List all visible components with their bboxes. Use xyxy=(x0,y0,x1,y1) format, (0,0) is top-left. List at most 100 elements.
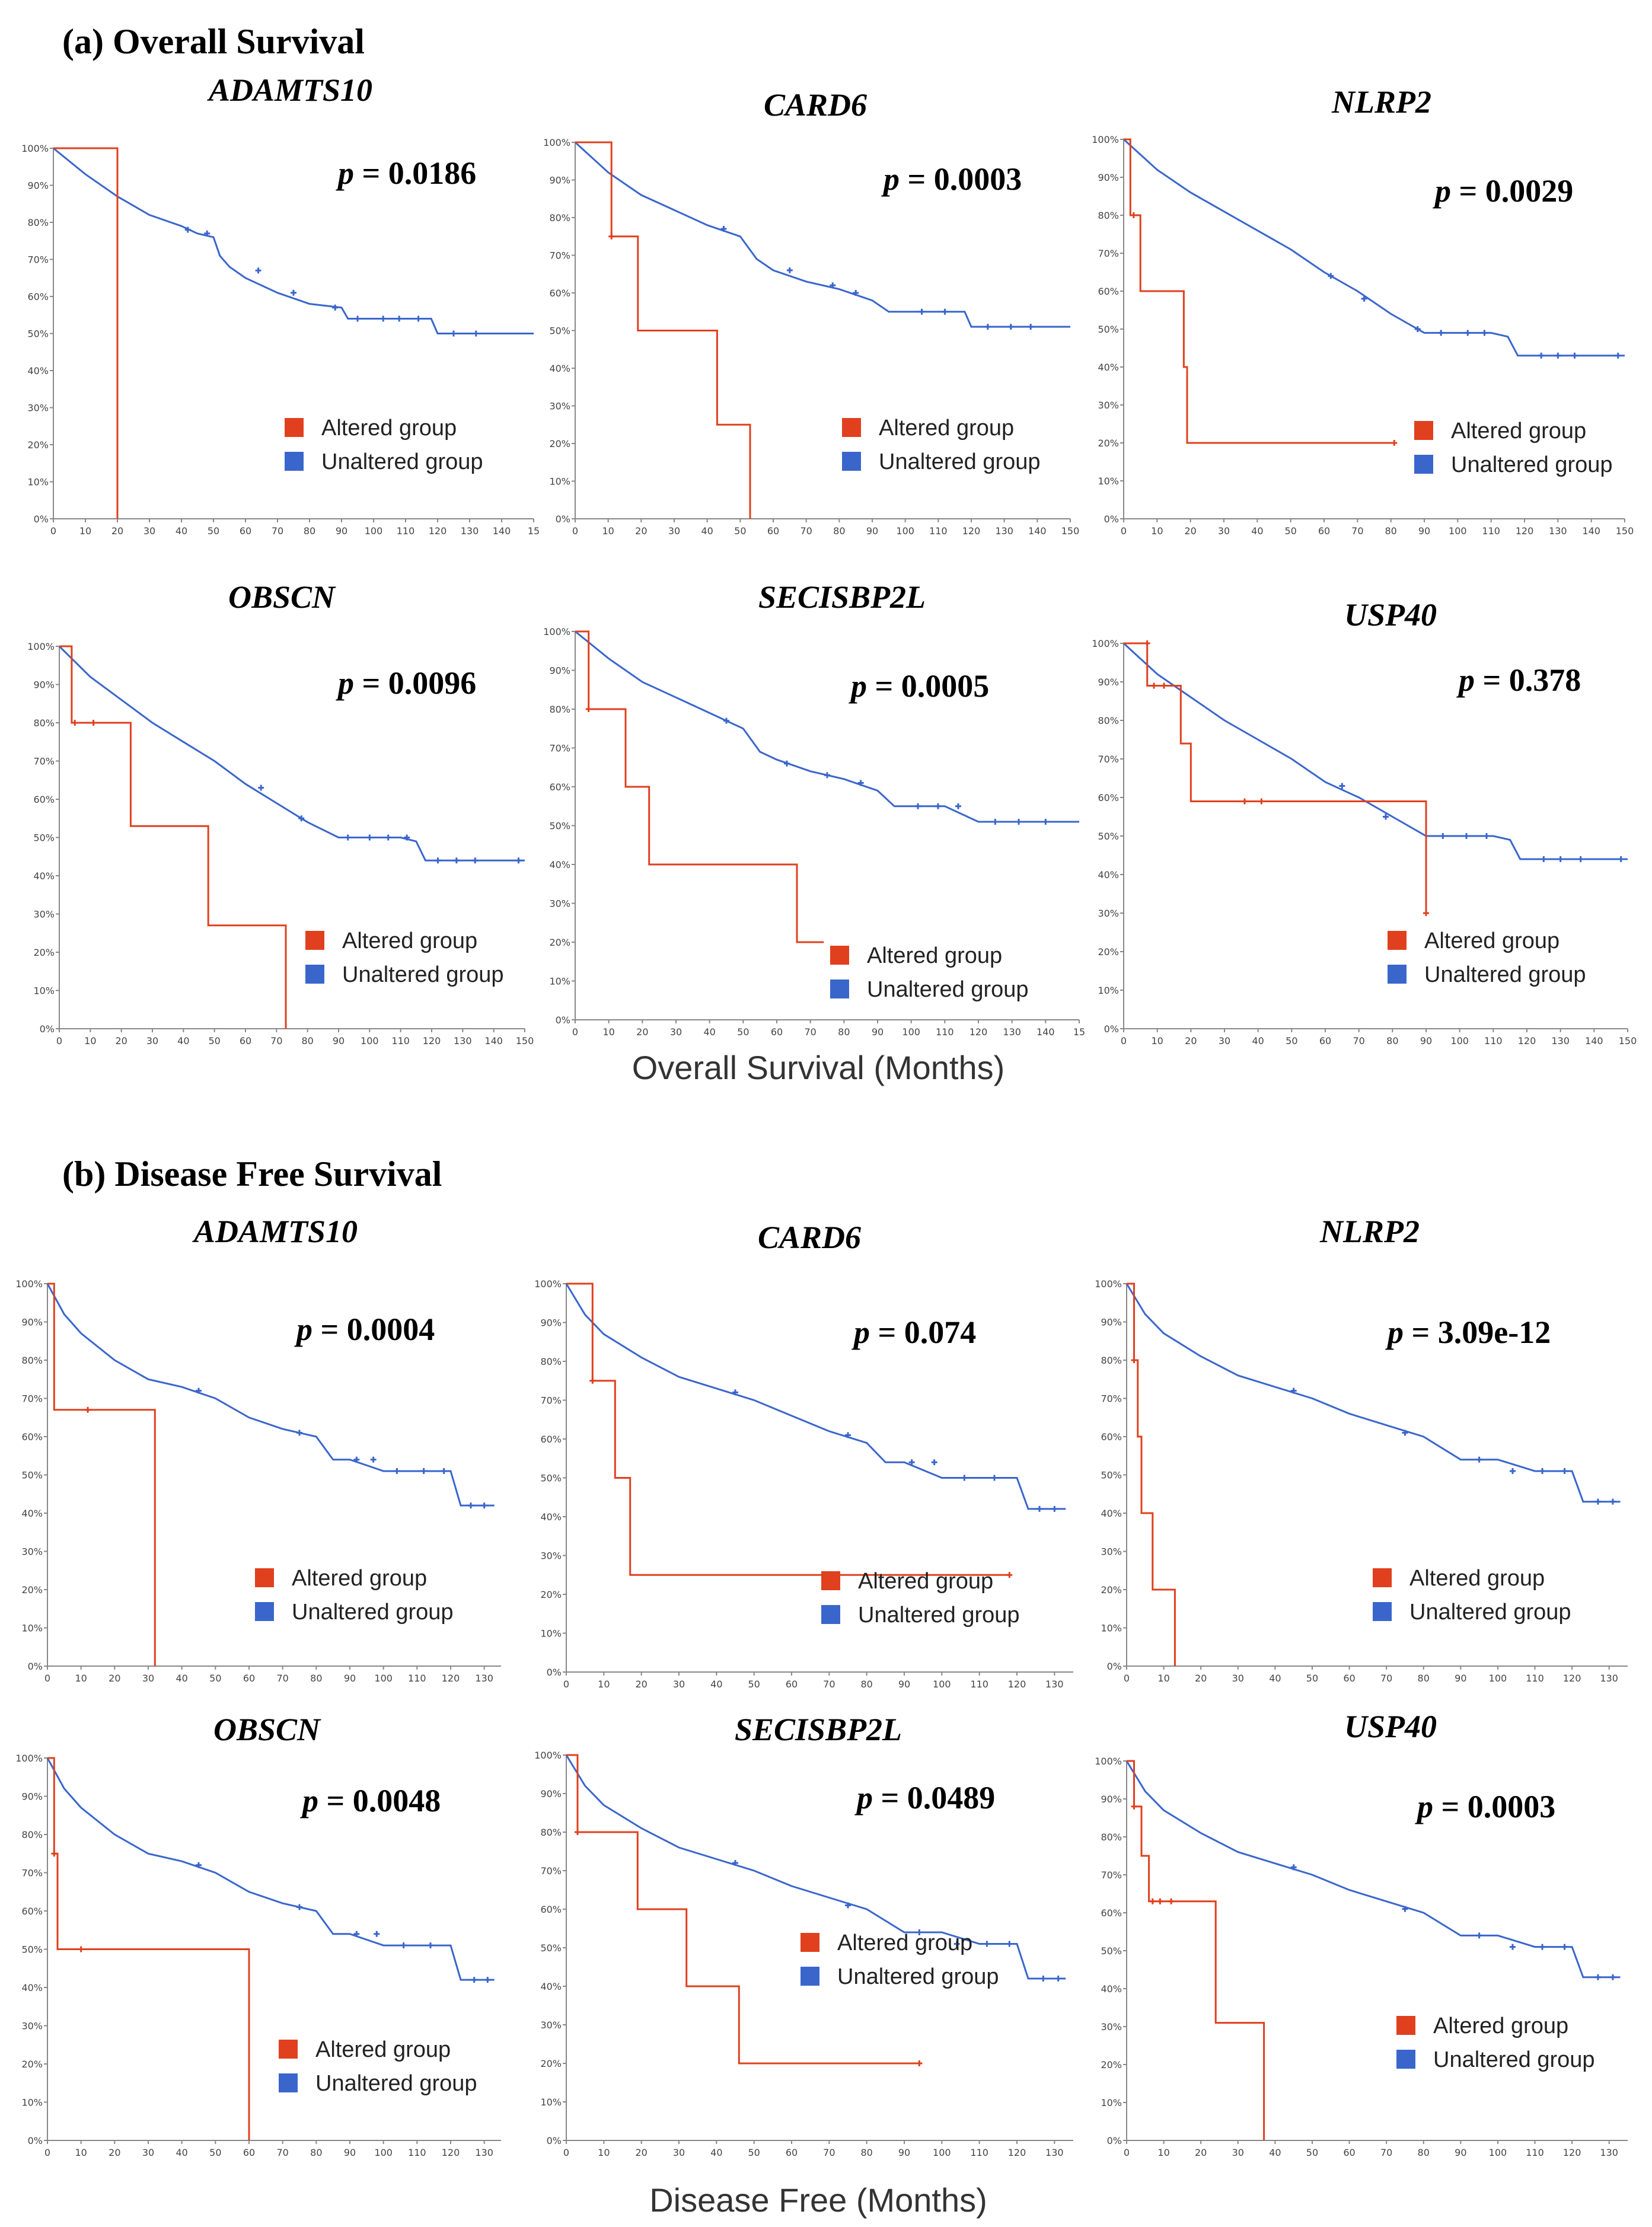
y-tick-label: 60% xyxy=(1098,792,1119,803)
y-tick-label: 80% xyxy=(540,1827,562,1838)
y-tick-label: 30% xyxy=(21,1546,43,1558)
unaltered-censor-mark xyxy=(984,324,991,330)
x-tick-label: 130 xyxy=(1003,1026,1021,1038)
p-symbol: p xyxy=(336,155,354,191)
unaltered-censor-mark xyxy=(1383,813,1389,820)
legend-swatch-unaltered xyxy=(1388,965,1407,984)
x-tick-label: 60 xyxy=(786,1679,798,1690)
x-tick-label: 120 xyxy=(442,2147,460,2158)
y-tick-label: 30% xyxy=(21,2021,43,2032)
unaltered-censor-mark xyxy=(1538,352,1545,359)
y-tick-label: 40% xyxy=(21,1508,43,1519)
unaltered-censor-mark xyxy=(296,1904,302,1910)
altered-survival-curve xyxy=(47,1757,250,2140)
p-value: = 0.0004 xyxy=(312,1312,435,1347)
km-panel-secisbp2l: 0% 10% 20% 30% 40% 50% 60% 70% 80% 90% 100% 0 10 20 30… xyxy=(543,579,1085,1038)
unaltered-censor-mark xyxy=(196,1862,202,1868)
x-tick-label: 100 xyxy=(902,1026,920,1038)
y-tick-label: 50% xyxy=(1101,1945,1122,1957)
unaltered-censor-mark xyxy=(332,304,339,311)
x-tick-label: 20 xyxy=(1195,2147,1207,2158)
y-tick-label: 70% xyxy=(1101,1869,1122,1881)
x-tick-label: 110 xyxy=(391,1035,410,1047)
altered-censor-mark xyxy=(1144,640,1150,646)
unaltered-censor-mark xyxy=(435,857,441,864)
x-tick-label: 120 xyxy=(442,1673,460,1684)
legend-label-unaltered: Unaltered group xyxy=(1451,452,1613,477)
legend-label-altered: Altered group xyxy=(867,943,1002,968)
y-tick-label: 60% xyxy=(1101,1907,1122,1919)
y-tick-label: 20% xyxy=(21,2059,43,2070)
y-tick-label: 10% xyxy=(549,476,570,487)
unaltered-censor-mark xyxy=(1561,1468,1568,1475)
unaltered-censor-mark xyxy=(1476,1932,1482,1939)
x-tick-label: 20 xyxy=(635,525,647,537)
legend-swatch-unaltered xyxy=(285,452,304,471)
x-tick-label: 40 xyxy=(177,1035,189,1047)
x-tick-label: 30 xyxy=(143,525,155,537)
y-tick-label: 90% xyxy=(549,665,570,677)
x-tick-label: 10 xyxy=(1151,525,1163,537)
x-tick-label: 30 xyxy=(146,1035,158,1047)
altered-censor-mark xyxy=(1157,1898,1163,1904)
y-tick-label: 40% xyxy=(1098,362,1119,373)
unaltered-censor-mark xyxy=(1594,1498,1601,1505)
unaltered-censor-mark xyxy=(953,1941,960,1947)
legend-label-unaltered: Unaltered group xyxy=(292,1600,454,1625)
unaltered-censor-mark xyxy=(1476,1456,1482,1463)
legend-label-unaltered: Unaltered group xyxy=(879,449,1041,474)
x-tick-label: 60 xyxy=(767,525,779,537)
x-tick-label: 90 xyxy=(1455,2147,1466,2158)
unaltered-censor-mark xyxy=(473,330,479,337)
x-tick-label: 120 xyxy=(429,525,447,537)
x-tick-label: 40 xyxy=(176,2147,187,2158)
y-tick-label: 10% xyxy=(1101,2097,1122,2108)
x-tick-label: 30 xyxy=(673,1679,685,1690)
altered-censor-mark xyxy=(90,720,97,726)
unaltered-censor-mark xyxy=(441,1468,447,1475)
unaltered-censor-mark xyxy=(1055,1976,1061,1982)
p-symbol: p xyxy=(849,668,867,704)
unaltered-censor-mark xyxy=(428,1942,433,1949)
x-tick-label: 80 xyxy=(1418,2147,1430,2158)
y-tick-label: 20% xyxy=(1098,946,1119,958)
y-tick-label: 30% xyxy=(1098,400,1119,411)
altered-censor-mark xyxy=(1168,1898,1175,1904)
x-axis-title-disease-free: Disease Free (Months) xyxy=(649,2181,987,2219)
x-tick-label: 70 xyxy=(270,1035,282,1047)
unaltered-censor-mark xyxy=(453,857,460,864)
p-value: = 0.0003 xyxy=(1433,1789,1555,1824)
y-tick-label: 30% xyxy=(1101,1546,1122,1558)
unaltered-censor-mark xyxy=(1440,833,1446,839)
x-tick-label: 60 xyxy=(1319,1035,1331,1047)
x-tick-label: 20 xyxy=(115,1035,127,1047)
y-tick-label: 10% xyxy=(21,1623,43,1634)
km-panel-usp40: 0% 10% 20% 30% 40% 50% 60% 70% 80% 90% 100% 0 10 20 30… xyxy=(1092,597,1637,1047)
y-tick-label: 10% xyxy=(1098,985,1119,996)
unaltered-survival-curve xyxy=(565,1754,1066,1980)
unaltered-censor-mark xyxy=(1555,352,1561,359)
unaltered-censor-mark xyxy=(1042,818,1049,825)
y-tick-label: 50% xyxy=(540,1942,562,1954)
y-tick-label: 100% xyxy=(21,143,49,154)
gene-title: ADAMTS10 xyxy=(207,72,372,108)
p-value: = 0.0048 xyxy=(318,1783,441,1818)
legend-swatch-altered xyxy=(821,1571,840,1590)
y-tick-label: 0% xyxy=(28,2135,43,2146)
y-tick-label: 90% xyxy=(1098,172,1119,183)
x-tick-label: 0 xyxy=(563,2147,569,2158)
x-tick-label: 130 xyxy=(475,2147,493,2158)
unaltered-censor-mark xyxy=(1007,324,1014,330)
x-tick-label: 80 xyxy=(833,525,845,537)
x-tick-label: 40 xyxy=(710,1679,722,1690)
legend-swatch-unaltered xyxy=(821,1605,840,1624)
legend-label-unaltered: Unaltered group xyxy=(867,977,1029,1002)
x-tick-label: 60 xyxy=(1318,525,1330,537)
x-tick-label: 0 xyxy=(572,525,578,537)
x-tick-label: 110 xyxy=(1526,1673,1544,1684)
unaltered-censor-mark xyxy=(845,1902,851,1909)
unaltered-censor-mark xyxy=(1577,856,1584,862)
y-tick-label: 100% xyxy=(15,1753,43,1764)
legend-label-unaltered: Unaltered group xyxy=(858,1603,1020,1628)
legend-label-altered: Altered group xyxy=(1433,2014,1568,2038)
